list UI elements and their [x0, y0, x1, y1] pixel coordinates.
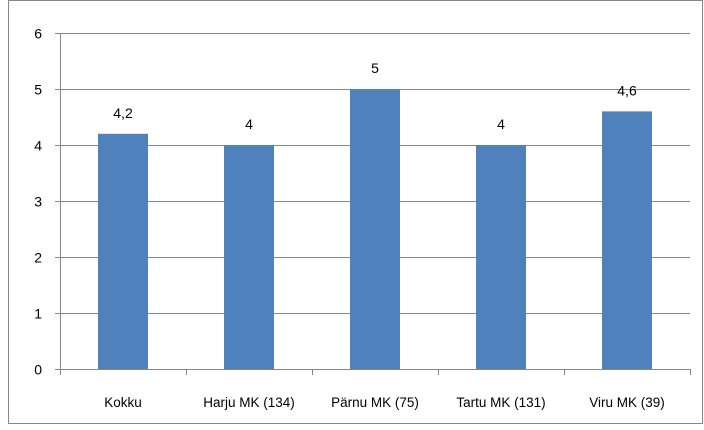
bar — [602, 111, 652, 370]
data-label: 4,6 — [617, 82, 637, 98]
bar — [476, 145, 526, 369]
x-tick-label: Tartu MK (131) — [456, 395, 545, 410]
data-label: 4 — [497, 116, 505, 132]
axes — [55, 33, 691, 375]
y-tick-label: 6 — [34, 26, 42, 42]
x-tick-label: Kokku — [104, 395, 142, 410]
bar — [224, 145, 274, 369]
x-tick-label: Harju MK (134) — [203, 395, 295, 410]
x-axis-ticks: Kokku Harju MK (134) Pärnu MK (75) Tartu MK… — [104, 395, 665, 410]
x-tick-label: Pärnu MK (75) — [331, 395, 419, 410]
y-tick-label: 1 — [34, 306, 42, 322]
y-tick-label: 4 — [34, 138, 42, 154]
bar — [350, 89, 400, 369]
x-tick-label: Viru MK (39) — [589, 395, 665, 410]
data-label: 5 — [371, 60, 379, 76]
y-tick-label: 3 — [34, 194, 42, 210]
y-tick-label: 2 — [34, 250, 42, 266]
bars — [98, 89, 652, 370]
bar — [98, 133, 148, 369]
y-axis-ticks: 0 1 2 3 4 5 6 — [34, 26, 42, 378]
data-label: 4 — [245, 116, 253, 132]
y-tick-label: 5 — [34, 82, 42, 98]
data-labels: 4,2 4 5 4 4,6 — [113, 60, 637, 132]
data-label: 4,2 — [113, 105, 133, 121]
y-tick-label: 0 — [34, 362, 42, 378]
